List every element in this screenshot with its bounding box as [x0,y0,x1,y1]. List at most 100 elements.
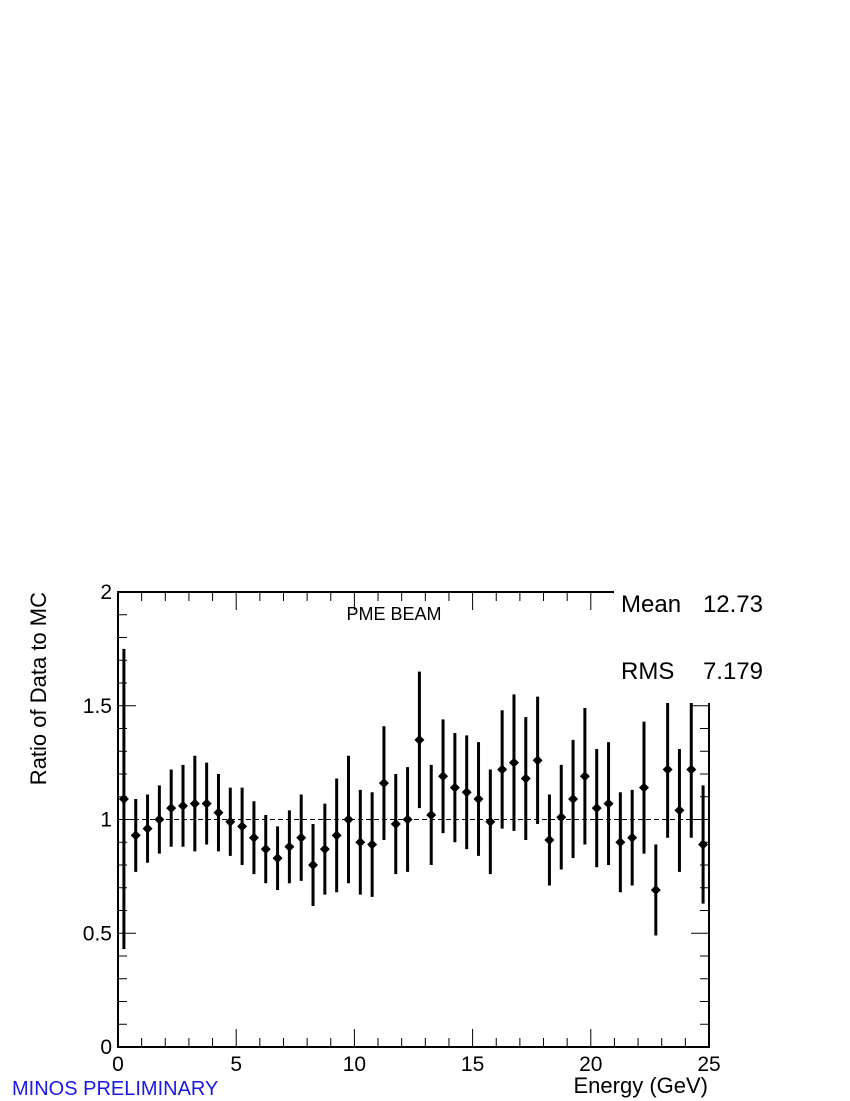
marker [426,809,437,820]
y-tick-label: 0 [100,1036,112,1059]
marker [662,764,673,775]
marker [520,773,531,784]
data-point [414,671,425,809]
marker [674,805,685,816]
x-tick-label: 20 [579,1053,602,1076]
data-point [674,748,685,872]
marker [591,803,602,814]
data-point [284,810,295,884]
marker [438,771,449,782]
data-point [260,814,271,884]
data-point [603,742,614,865]
data-point [473,742,484,856]
marker [296,832,307,843]
data-point [272,826,283,891]
data-point [438,719,449,834]
x-tick-label: 10 [343,1053,366,1076]
marker [118,794,129,805]
marker [532,755,543,766]
marker [473,794,484,805]
x-tick-label: 0 [112,1053,124,1076]
plot-title: PME BEAM [346,604,441,624]
marker [390,819,401,830]
stats-mean-value: 12.73 [703,591,763,618]
stats-rms-label: RMS [621,658,674,685]
marker [650,885,661,896]
marker [449,782,460,793]
marker [213,807,224,818]
y-tick-label: 0.5 [83,922,112,945]
marker [142,823,153,834]
data-point [686,701,697,838]
marker [154,814,165,825]
marker [508,757,519,768]
data-point [532,696,543,825]
marker [544,834,555,845]
data-point [142,794,153,863]
data-point [650,844,661,936]
data-point [213,774,224,852]
marker [638,782,649,793]
minos-preliminary-watermark: MINOS PRELIMINARY [12,1078,219,1100]
x-tick-label: 25 [697,1053,720,1076]
data-point [225,787,236,856]
marker [260,844,271,855]
marker [627,832,638,843]
marker [568,794,579,805]
data-point [426,764,437,865]
data-point [591,748,602,868]
y-tick-label: 1 [100,809,112,832]
marker [402,814,413,825]
data-point [449,733,460,843]
data-point [118,648,129,950]
marker [579,771,590,782]
marker [603,798,614,809]
data-point [698,785,709,904]
data-point [189,755,200,852]
marker [686,764,697,775]
data-point [154,785,165,854]
data-point [308,824,319,906]
marker [698,839,709,850]
data-point [331,778,342,893]
y-axis-title: Ratio of Data to MC [26,592,51,785]
marker [485,816,496,827]
marker [497,764,508,775]
data-point [378,726,389,840]
stats-rms-value: 7.179 [703,658,763,685]
data-point [508,694,519,831]
marker [166,803,177,814]
marker [414,734,425,745]
marker [308,860,319,870]
marker [355,837,366,848]
data-point [248,801,259,875]
marker [225,816,236,827]
marker [201,798,212,809]
marker [130,830,141,841]
data-point [130,799,141,872]
marker [378,778,389,789]
data-point [402,767,413,872]
marker [178,800,189,811]
data-point [319,803,330,895]
marker [319,844,330,855]
data-point [638,721,649,854]
y-tick-label: 1.5 [83,695,112,718]
data-point [461,735,472,850]
stats-box [614,585,774,703]
data-point [520,717,531,840]
data-point [544,794,555,886]
data-point [579,708,590,845]
marker [284,841,295,852]
marker [615,837,626,848]
data-point [497,710,508,829]
marker [272,853,283,864]
data-point [201,762,212,845]
data-point [568,739,579,859]
marker [343,814,354,825]
x-tick-label: 5 [230,1053,242,1076]
marker [367,839,378,850]
data-point [485,769,496,875]
data-point [355,789,366,895]
